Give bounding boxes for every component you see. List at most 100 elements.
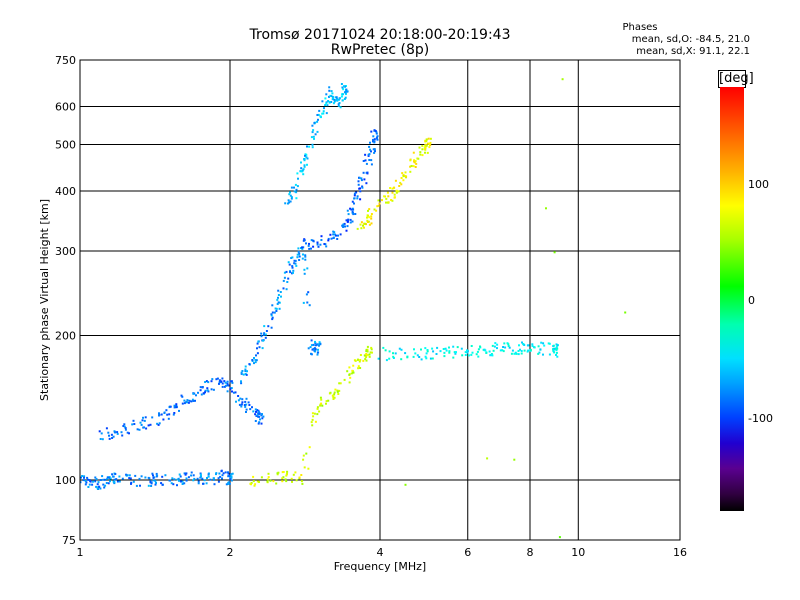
echo-point	[443, 351, 446, 354]
echo-point	[271, 304, 274, 307]
echo-point	[368, 223, 371, 226]
echo-point	[296, 253, 299, 256]
echo-point	[259, 418, 261, 421]
echo-point	[378, 202, 381, 205]
echo-point	[303, 268, 306, 271]
echo-point	[205, 380, 208, 383]
echo-point	[255, 410, 257, 413]
echo-point	[139, 421, 142, 424]
echo-point	[404, 352, 407, 355]
echo-point	[553, 351, 556, 354]
echo-point	[139, 484, 141, 487]
echo-point	[338, 389, 341, 392]
echo-point	[513, 352, 516, 355]
echo-point	[150, 481, 153, 484]
echo-point	[344, 96, 347, 99]
echo-point	[413, 348, 415, 351]
echo-point	[243, 404, 246, 406]
echo-point	[176, 478, 179, 481]
echo-point	[147, 476, 150, 479]
echo-point	[191, 398, 194, 401]
echo-point	[313, 121, 316, 124]
echo-point	[109, 477, 112, 480]
echo-point	[328, 89, 331, 92]
echo-point	[249, 408, 252, 411]
echo-point	[87, 486, 90, 488]
echo-point	[431, 347, 434, 350]
echo-point	[227, 471, 229, 474]
echo-point	[328, 392, 331, 395]
echo-point	[328, 101, 331, 104]
echo-point	[359, 187, 361, 190]
echo-point	[275, 310, 278, 312]
echo-point	[504, 346, 507, 349]
echo-point	[92, 480, 94, 483]
echo-point	[100, 432, 103, 435]
echo-point	[155, 482, 157, 484]
echo-point	[518, 344, 520, 347]
echo-point	[304, 258, 307, 261]
echo-point	[108, 434, 110, 437]
echo-point	[149, 423, 152, 426]
echo-point	[245, 373, 248, 376]
echo-point	[311, 131, 314, 134]
echo-point	[325, 93, 328, 96]
echo-point	[311, 143, 314, 146]
echo-point	[373, 208, 376, 211]
echo-point	[279, 291, 282, 293]
echo-point	[300, 474, 303, 476]
echo-point	[301, 170, 304, 173]
echo-point	[349, 221, 352, 224]
echo-point	[332, 236, 335, 239]
echo-point	[293, 259, 296, 262]
echo-point	[490, 354, 493, 356]
echo-point	[218, 382, 220, 385]
echo-point	[152, 476, 155, 479]
echo-point	[298, 252, 301, 255]
echo-point	[351, 210, 354, 213]
echo-point	[377, 204, 380, 207]
echo-point	[245, 408, 248, 411]
echo-point	[240, 380, 242, 383]
echo-point	[321, 100, 324, 103]
echo-point	[187, 476, 190, 479]
echo-point	[303, 239, 306, 242]
echo-point	[366, 221, 369, 223]
echo-point	[334, 388, 337, 391]
echo-point	[91, 483, 94, 486]
echo-point	[183, 482, 186, 485]
echo-point	[307, 467, 310, 470]
echo-point	[217, 477, 220, 480]
echo-point	[412, 151, 415, 154]
echo-point	[391, 187, 394, 190]
echo-point	[346, 225, 349, 228]
echo-point	[404, 483, 407, 486]
echo-point	[302, 454, 305, 457]
x-tick-label: 8	[527, 546, 534, 559]
echo-point	[365, 182, 368, 185]
echo-point	[257, 422, 260, 425]
echo-point	[172, 413, 175, 416]
echo-point	[316, 130, 319, 133]
echo-point	[158, 412, 160, 415]
echo-point	[339, 382, 342, 385]
echo-point	[149, 481, 152, 484]
echo-point	[510, 352, 513, 355]
echo-point	[266, 478, 269, 481]
echo-point	[190, 471, 193, 474]
echo-point	[152, 479, 155, 482]
echo-point	[318, 344, 320, 347]
echo-point	[262, 339, 265, 342]
echo-point	[227, 481, 230, 484]
echo-point	[274, 307, 277, 310]
echo-point	[308, 247, 311, 250]
echo-point	[183, 472, 186, 475]
echo-point	[420, 358, 423, 361]
echo-point	[349, 218, 352, 221]
echo-point	[173, 412, 176, 414]
echo-point	[230, 476, 233, 479]
echo-point	[216, 377, 219, 380]
echo-point	[197, 391, 199, 394]
echo-point	[455, 351, 457, 354]
echo-point	[539, 348, 542, 351]
